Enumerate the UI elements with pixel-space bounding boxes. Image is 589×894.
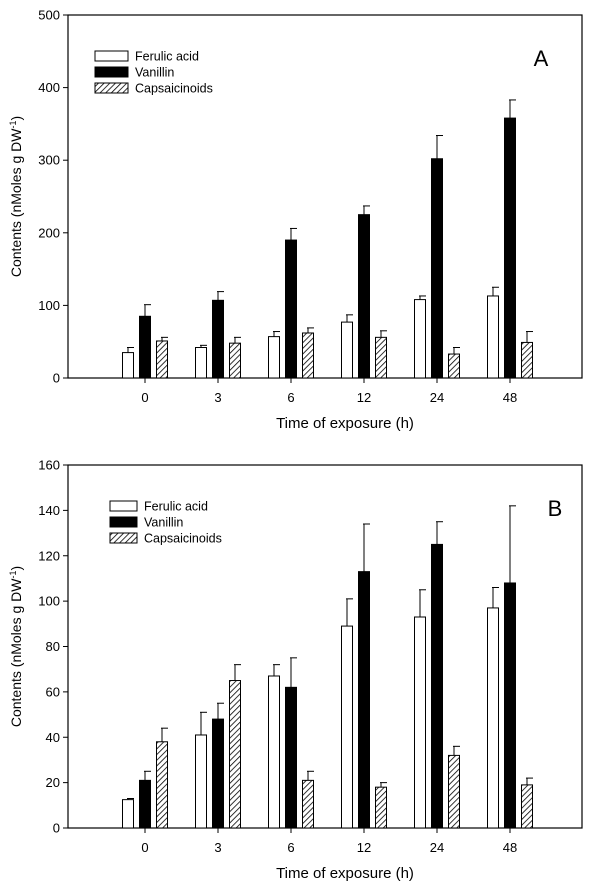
chart-b-bar-vanillin: [431, 543, 443, 829]
chart-a-bar-vanillin: [431, 158, 443, 379]
chart-b-bar-ferulic-acid: [414, 616, 426, 829]
chart-b-y-axis-title: Contents (nMoles g DW-1): [8, 566, 24, 727]
chart-b-legend-label-ferulic-acid: Ferulic acid: [144, 500, 208, 514]
chart-b-bar-vanillin: [139, 779, 151, 829]
chart-a-bar-ferulic-acid: [122, 352, 134, 379]
chart-b-bar-ferulic-acid: [487, 607, 499, 829]
chart-a-legend-label-ferulic-acid: Ferulic acid: [135, 50, 199, 64]
chart-a-legend-swatch-vanillin: [94, 66, 129, 78]
chart-a-y-tick-label: 0: [53, 371, 60, 386]
chart-a-x-axis-title: Time of exposure (h): [276, 415, 414, 432]
chart-b-bar-capsaicinoids: [156, 741, 168, 829]
chart-b-bar-vanillin: [285, 686, 297, 829]
chart-a-bar-vanillin: [504, 117, 516, 379]
chart-a-bar-ferulic-acid: [268, 336, 280, 379]
chart-b-bar-ferulic-acid: [268, 675, 280, 829]
chart-b-x-tick-label: 48: [503, 840, 517, 855]
chart-b-x-tick-label: 0: [141, 840, 148, 855]
chart-a-bar-capsaicinoids: [448, 353, 460, 379]
chart-b-bar-ferulic-acid: [195, 734, 207, 829]
chart-a-bar-vanillin: [139, 315, 151, 379]
chart-a-bar-capsaicinoids: [156, 340, 168, 379]
chart-a-bar-capsaicinoids: [375, 336, 387, 379]
chart-b-x-tick-label: 6: [287, 840, 294, 855]
chart-a-x-tick-label: 48: [503, 390, 517, 405]
chart-a-y-tick-label: 200: [38, 225, 60, 240]
chart-b-y-tick-label: 0: [53, 821, 60, 836]
chart-b-y-tick-label: 120: [38, 548, 60, 563]
chart-b-y-tick-label: 60: [46, 684, 60, 699]
chart-b-bar-vanillin: [212, 718, 224, 829]
chart-b-bar-ferulic-acid: [122, 799, 134, 829]
chart-b-x-tick-label: 24: [430, 840, 444, 855]
chart-a-y-tick-label: 300: [38, 153, 60, 168]
chart-b-bar-ferulic-acid: [341, 625, 353, 829]
chart-b-legend-swatch-vanillin: [109, 516, 138, 528]
chart-a-plot-frame: [67, 14, 583, 379]
chart-b-bar-capsaicinoids: [448, 754, 460, 829]
chart-b-bar-capsaicinoids: [521, 784, 533, 829]
chart-b-panel-label: B: [548, 496, 563, 521]
chart-a-x-tick-label: 12: [357, 390, 371, 405]
chart-a-legend-label-vanillin: Vanillin: [135, 66, 174, 80]
chart-a-legend-label-capsaicinoids: Capsaicinoids: [135, 82, 213, 96]
chart-b-bar-capsaicinoids: [375, 786, 387, 829]
chart-a-y-tick-label: 100: [38, 298, 60, 313]
chart-b-y-tick-label: 20: [46, 775, 60, 790]
chart-a-y-tick-label: 400: [38, 80, 60, 95]
chart-a-bar-capsaicinoids: [302, 332, 314, 379]
chart-b-legend-swatch-ferulic-acid: [109, 500, 138, 512]
chart-b-bar-vanillin: [358, 571, 370, 829]
chart-a-y-tick-label: 500: [38, 8, 60, 23]
chart-b-legend-label-capsaicinoids: Capsaicinoids: [144, 532, 222, 546]
chart-a-legend-swatch-ferulic-acid: [94, 50, 129, 62]
chart-b-x-axis-title: Time of exposure (h): [276, 865, 414, 882]
chart-a-bar-capsaicinoids: [521, 341, 533, 379]
chart-a-bar-ferulic-acid: [195, 347, 207, 379]
chart-b-y-tick-label: 140: [38, 503, 60, 518]
chart-b-x-tick-label: 3: [214, 840, 221, 855]
chart-b-x-tick-label: 12: [357, 840, 371, 855]
chart-b-y-tick-label: 160: [38, 458, 60, 473]
chart-panel-a: 0 100 200 300 400 500 0 3 6 12 24 48 Time of exposur…: [8, 8, 583, 432]
chart-a-x-tick-label: 24: [430, 390, 444, 405]
chart-a-x-tick-label: 3: [214, 390, 221, 405]
chart-a-bar-vanillin: [285, 239, 297, 379]
chart-b-legend-label-vanillin: Vanillin: [144, 516, 183, 530]
chart-b-bar-vanillin: [504, 582, 516, 829]
chart-b-y-tick-label: 40: [46, 730, 60, 745]
chart-panel-b: 0 20 40 60 80 100 120 140 160 0 3 6 12 24 48 Time of ex…: [8, 458, 583, 882]
chart-a-x-tick-label: 6: [287, 390, 294, 405]
chart-a-bar-vanillin: [358, 214, 370, 379]
chart-a-bar-vanillin: [212, 299, 224, 379]
chart-b-y-tick-label: 80: [46, 639, 60, 654]
chart-a-x-tick-label: 0: [141, 390, 148, 405]
chart-a-bar-ferulic-acid: [341, 321, 353, 379]
chart-b-bar-capsaicinoids: [229, 680, 241, 829]
chart-a-bar-ferulic-acid: [487, 295, 499, 379]
chart-a-y-axis-title: Contents (nMoles g DW-1): [8, 116, 24, 277]
chart-a-bar-capsaicinoids: [229, 342, 241, 379]
chart-a-panel-label: A: [534, 46, 549, 71]
chart-a-legend-swatch-capsaicinoids: [94, 82, 129, 94]
chart-b-legend-swatch-capsaicinoids: [109, 532, 138, 544]
chart-a-bar-ferulic-acid: [414, 299, 426, 379]
chart-b-bar-capsaicinoids: [302, 779, 314, 829]
chart-b-y-tick-label: 100: [38, 594, 60, 609]
